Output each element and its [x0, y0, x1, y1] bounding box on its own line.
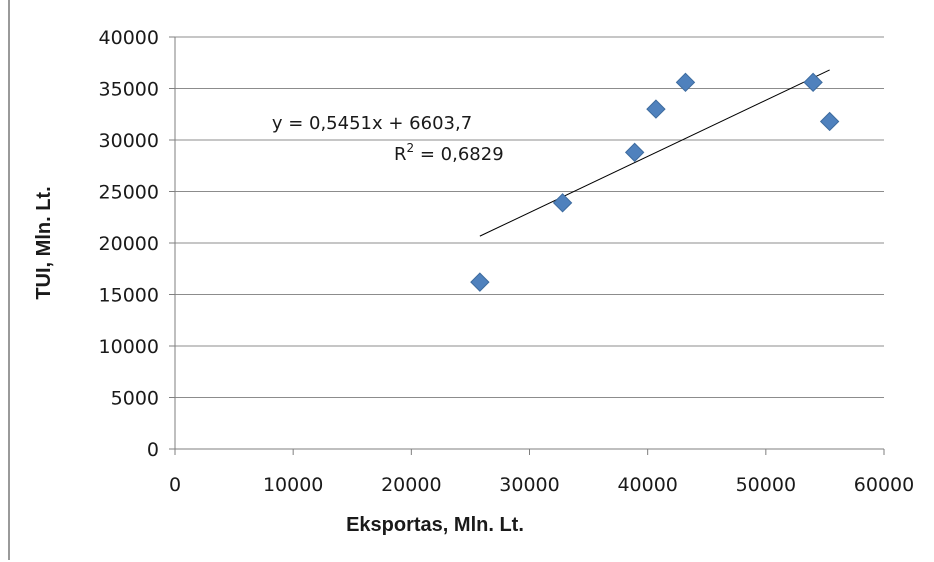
y-tick-label: 20000 — [99, 233, 159, 255]
data-point — [675, 72, 696, 93]
y-tick-label: 30000 — [99, 130, 159, 152]
y-tick-labels: 0 5000 10000 15000 20000 25000 30000 35000 40000 — [99, 27, 159, 461]
x-tick-label: 0 — [169, 474, 181, 496]
x-tick-labels: 0 10000 20000 30000 40000 50000 60000 — [169, 474, 914, 496]
y-tick-label: 40000 — [99, 27, 159, 49]
x-tick-label: 30000 — [499, 474, 559, 496]
x-axis-title: Eksportas, Mln. Lt. — [346, 514, 524, 536]
x-tick-label: 10000 — [263, 474, 323, 496]
data-point — [819, 111, 840, 132]
y-tick-label: 5000 — [111, 388, 159, 410]
r-squared-value: = 0,6829 — [414, 144, 504, 165]
axes — [169, 36, 885, 455]
y-tick-label: 15000 — [99, 285, 159, 307]
y-tick-label: 0 — [147, 439, 159, 461]
x-tick-label: 20000 — [381, 474, 441, 496]
x-tick-label: 40000 — [617, 474, 677, 496]
data-point — [646, 99, 666, 119]
y-axis-title: TUI, Mln. Lt. — [33, 186, 55, 299]
data-points — [470, 72, 840, 292]
chart-frame: 0 5000 10000 15000 20000 25000 30000 35000 40000… — [8, 0, 934, 560]
data-point — [803, 72, 823, 93]
y-tick-label: 25000 — [99, 182, 159, 204]
data-point — [470, 272, 490, 292]
data-point — [552, 193, 573, 213]
x-tick-label: 60000 — [854, 474, 914, 496]
trendline-line — [479, 69, 830, 237]
scatter-chart: 0 5000 10000 15000 20000 25000 30000 35000 40000… — [33, 27, 914, 536]
gridlines — [175, 36, 884, 398]
y-tick-label: 35000 — [99, 79, 159, 101]
r-squared-letter: R — [394, 144, 407, 165]
r-squared-label: R2 = 0,6829 — [394, 141, 504, 165]
trendline — [479, 69, 830, 237]
r-squared-superscript: 2 — [407, 141, 415, 155]
x-tick-label: 50000 — [736, 474, 796, 496]
data-point — [624, 142, 645, 163]
trendline-equation: y = 0,5451x + 6603,7 — [272, 113, 472, 134]
y-tick-label: 10000 — [99, 336, 159, 358]
